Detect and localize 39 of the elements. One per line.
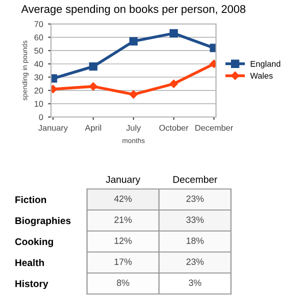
x-tick-label: January (38, 124, 68, 132)
point (170, 29, 178, 38)
data-label: 23% (186, 196, 204, 202)
y-tick-label: 20 (34, 88, 44, 94)
x-tick-label: December (195, 124, 234, 131)
x-tick-label: July (126, 124, 141, 132)
data-label: 33% (186, 216, 204, 223)
data-label: 3% (188, 280, 202, 286)
y-tick-label: Health (15, 258, 44, 266)
data-label: 17% (114, 258, 132, 265)
chart-title: Average spending on books per person, 2008 (21, 4, 246, 16)
y-tick-label: 10 (34, 100, 44, 107)
x-tick-label: December (173, 176, 218, 183)
point (129, 90, 138, 99)
y-tick-label: 30 (34, 74, 44, 80)
data-label: 42% (114, 196, 132, 202)
y-tick-label: 50 (34, 48, 44, 54)
point (89, 82, 98, 91)
data-label: 12% (114, 238, 132, 244)
x-tick-label: April (84, 124, 102, 132)
y-tick-label: History (15, 280, 48, 290)
point (129, 37, 138, 46)
y-tick-label: 0 (39, 114, 44, 120)
y-tick-label: 70 (34, 21, 44, 28)
data-label: 8% (116, 280, 130, 286)
y-tick-label: Cooking (15, 238, 54, 248)
legend-label: Wales (250, 72, 273, 79)
data-label: 21% (114, 216, 132, 223)
x-tick-label: January (106, 176, 140, 185)
legend-label: England (250, 60, 280, 68)
y-tick-label: Biographies (15, 216, 71, 226)
point (89, 62, 98, 71)
x-tick-label: October (159, 124, 188, 131)
y-tick-label: 60 (34, 34, 44, 40)
y-tick-label: Fiction (15, 196, 46, 204)
y-tick-label: 40 (34, 61, 44, 67)
point (170, 80, 178, 88)
data-label: 23% (186, 258, 204, 265)
data-label: 18% (186, 238, 204, 244)
